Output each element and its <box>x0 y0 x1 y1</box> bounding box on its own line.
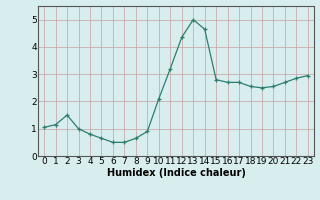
X-axis label: Humidex (Indice chaleur): Humidex (Indice chaleur) <box>107 168 245 178</box>
